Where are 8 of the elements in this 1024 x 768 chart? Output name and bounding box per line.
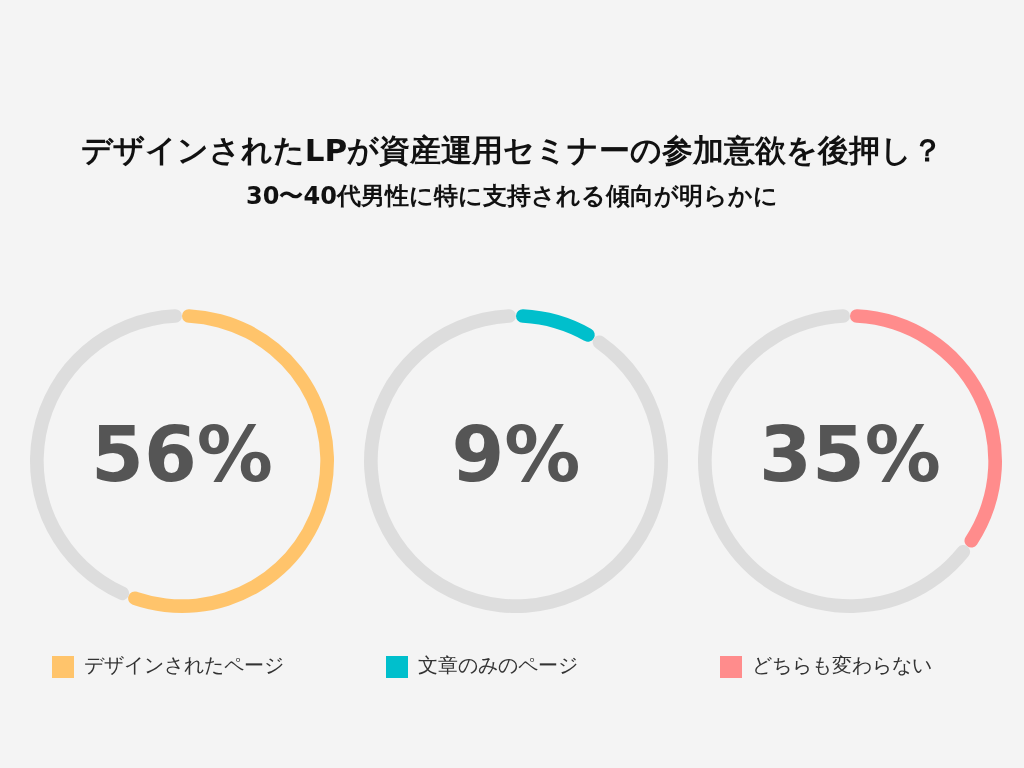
text: 9% xyxy=(451,409,581,499)
text: デザインされたLPが資産運用セミナーの参加意欲を後押し？ xyxy=(79,131,945,170)
text: 35% xyxy=(759,409,941,499)
text: 30〜40代男性に特に支持される傾向が明らかに xyxy=(245,181,779,213)
text: 56% xyxy=(91,409,273,499)
legend-label: 文章のみのページ xyxy=(418,653,578,678)
legend-label: どちらも変わらない xyxy=(752,653,932,678)
legend-label: デザインされたページ xyxy=(84,653,284,678)
